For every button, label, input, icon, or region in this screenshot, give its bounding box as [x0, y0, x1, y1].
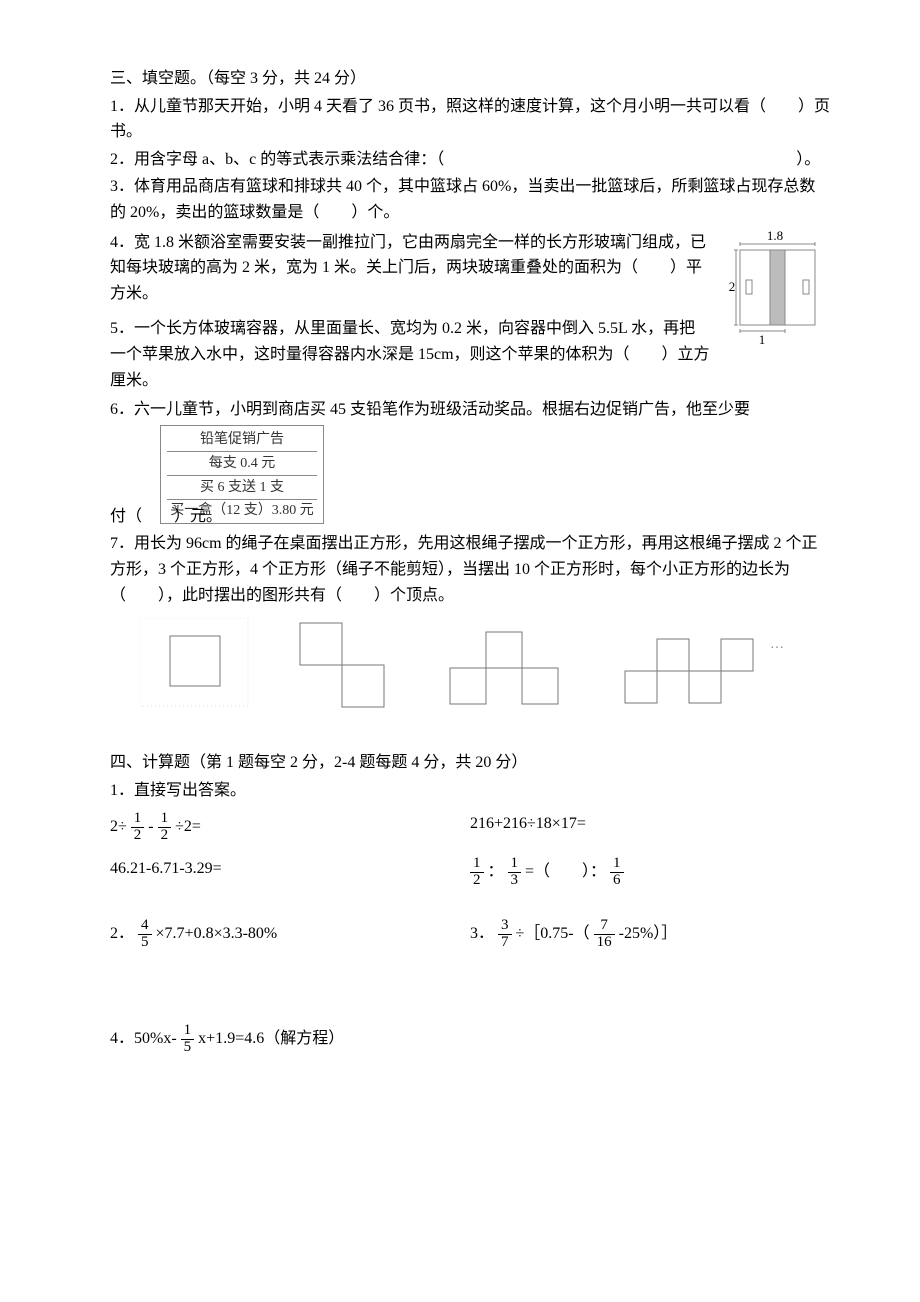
- text: ×7.7+0.8×3.3-80%: [156, 925, 278, 942]
- q4-1-head: 1．直接写出答案。: [110, 778, 830, 804]
- q3-3: 3．体育用品商店有篮球和排球共 40 个，其中篮球占 60%，当卖出一批篮球后，…: [110, 174, 830, 225]
- q4-1-r2c1: 46.21-6.71-3.29=: [110, 856, 470, 889]
- text: =（ ）：: [525, 863, 606, 880]
- q4-2: 2． 45 ×7.7+0.8×3.3-80%: [110, 918, 470, 951]
- text: 2÷: [110, 818, 127, 835]
- q4-1-r2c2: 12 ： 13 =（ ）： 16: [470, 856, 830, 889]
- q3-2: 2．用含字母 a、b、c 的等式表示乘法结合律：（ ）。: [110, 147, 830, 173]
- q3-1: 1．从儿童节那天开始，小明 4 天看了 36 页书，照这样的速度计算，这个月小明…: [110, 94, 830, 145]
- frac-half: 12: [470, 856, 484, 889]
- q4-3: 3． 37 ÷［0.75-（ 716 -25%）］: [470, 918, 830, 951]
- frac-three-seventh: 37: [498, 918, 512, 951]
- frac-half: 12: [158, 811, 172, 844]
- text: 2．: [110, 925, 134, 942]
- text: ：: [488, 863, 504, 880]
- text: ÷2=: [175, 818, 201, 835]
- frac-four-fifth: 45: [138, 918, 152, 951]
- promo-title: 铅笔促销广告: [167, 428, 317, 452]
- frac-half: 12: [131, 811, 145, 844]
- text: -25%）］: [619, 925, 678, 942]
- text: x+1.9=4.6（解方程）: [198, 1030, 344, 1047]
- q3-7: 7．用长为 96cm 的绳子在桌面摆出正方形，先用这根绳子摆成一个正方形，再用这…: [110, 531, 830, 608]
- text: 4．50%x-: [110, 1030, 177, 1047]
- q4-4: 4．50%x- 15 x+1.9=4.6（解方程）: [110, 1023, 830, 1056]
- promo-line2: 买 6 支送 1 支: [167, 476, 317, 500]
- frac-sixth: 16: [610, 856, 624, 889]
- frac-seven-sixteen: 716: [594, 918, 615, 951]
- text: ÷［0.75-（: [516, 925, 590, 942]
- q4-1-r1c2: 216+216÷18×17=: [470, 811, 830, 844]
- door-bottom-label: 1: [759, 332, 766, 347]
- door-left-label: 2: [729, 279, 736, 294]
- section-3-heading: 三、填空题。（每空 3 分，共 24 分）: [110, 66, 830, 92]
- q4-1-r1c1: 2÷ 12 - 12 ÷2=: [110, 811, 470, 844]
- q3-5: 5．一个长方体玻璃容器，从里面量长、宽均为 0.2 米，向容器中倒入 5.5L …: [110, 316, 710, 393]
- q3-6b: 付（ ）元。: [110, 504, 830, 530]
- frac-one-fifth: 15: [181, 1023, 195, 1056]
- squares-figures: …: [140, 618, 830, 708]
- section-4-heading: 四、计算题（第 1 题每空 2 分，2-4 题每题 4 分，共 20 分）: [110, 750, 830, 776]
- frac-third: 13: [508, 856, 522, 889]
- text: 3．: [470, 925, 494, 942]
- q3-4: 4．宽 1.8 米额浴室需要安装一副推拉门，它由两扇完全一样的长方形玻璃门组成，…: [110, 230, 710, 307]
- svg-text:…: …: [770, 637, 784, 652]
- promo-line1: 每支 0.4 元: [167, 452, 317, 476]
- q3-6a: 6．六一儿童节，小明到商店买 45 支铅笔作为班级活动奖品。根据右边促销广告，他…: [110, 397, 830, 423]
- door-diagram: 1.8 2 1: [720, 228, 830, 348]
- text: -: [148, 818, 153, 835]
- door-top-label: 1.8: [767, 228, 783, 243]
